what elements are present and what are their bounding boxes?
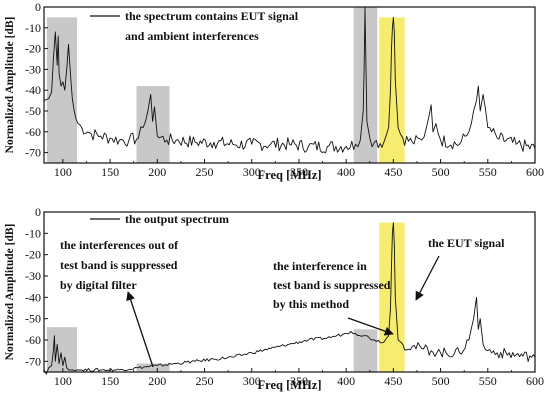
panel2-y-tick-label-4: -40	[25, 290, 41, 304]
panel1-series-line-1	[43, 6, 536, 154]
panel2-y-tick-label-1: -10	[25, 226, 41, 240]
panel2-y-tick-label-3: -30	[25, 269, 41, 283]
panel1-y-tick-label-5: -50	[25, 104, 41, 118]
panel2-arrow-in-band	[347, 317, 394, 336]
panel1-y-tick-label-4: -40	[25, 83, 41, 97]
panel1-x-tick-label-450: 450	[384, 165, 402, 179]
panel2-annotation-in-band-3: by this method	[273, 297, 349, 311]
panel2-x-tick-label-150: 150	[101, 374, 119, 388]
panel2-x-tick-label-600: 600	[526, 374, 544, 388]
panel2-x-tick-label-200: 200	[148, 374, 166, 388]
panel1-plot-frame	[43, 6, 536, 164]
panel1-x-tick-label-200: 200	[148, 165, 166, 179]
panel2-annotation-out-of-band-2: test band is suppressed	[60, 258, 178, 272]
panel2-annotation-in-band-2: test band is suppressed	[273, 278, 391, 292]
panel2-x-tick-label-450: 450	[384, 374, 402, 388]
panel1-y-tick-label-7: -70	[25, 146, 41, 160]
panel2-y-tick-label-5: -50	[25, 312, 41, 326]
panel1-y-tick-label-6: -60	[25, 125, 41, 139]
panel1-y-axis-label: Normalized Amplitude [dB]	[4, 17, 16, 154]
panel2-x-tick-label-300: 300	[243, 374, 261, 388]
panel1-x-axis-label: Freq [MHz]	[258, 168, 322, 182]
panel1-x-tick-label-100: 100	[54, 165, 72, 179]
panel1-band-3	[353, 7, 378, 163]
panel1-x-tick-label-500: 500	[432, 165, 450, 179]
panel1-x-tick-label-300: 300	[243, 165, 261, 179]
panel2-y-axis-label: Normalized Amplitude [dB]	[4, 224, 16, 361]
panel1-legend-line1: the spectrum contains EUT signal	[125, 9, 299, 23]
panel1-y-tick-label-3: -30	[25, 62, 41, 76]
panel2-annotation-out-of-band-1: the interferences out of	[60, 238, 179, 252]
panel1-x-tick-label-350: 350	[290, 165, 308, 179]
panel1-legend-line2: and ambient interferences	[125, 29, 259, 43]
panel2-annotation-in-band-1: the interference in	[273, 259, 367, 273]
panel1-y-tick-label-0: 0	[35, 0, 41, 14]
panel1-band-2	[136, 86, 170, 163]
panel2-x-tick-label-400: 400	[337, 374, 355, 388]
panel1-x-tick-label-400: 400	[337, 165, 355, 179]
panel1-y-tick-label-2: -20	[25, 42, 41, 56]
panel2-y-tick-label-2: -20	[25, 248, 41, 262]
panel1-x-tick-label-150: 150	[101, 165, 119, 179]
panel1-x-tick-label-600: 600	[526, 165, 544, 179]
panel2-arrow-eut	[415, 255, 440, 301]
panel2-series-line-1	[43, 222, 536, 375]
panel2-x-axis-label: Freq [MHz]	[258, 378, 322, 392]
panel2-x-tick-label-500: 500	[432, 374, 450, 388]
panel2-legend-line1: the output spectrum	[125, 212, 229, 226]
panel2-x-tick-label-550: 550	[479, 374, 497, 388]
panel1-y-tick-label-1: -10	[25, 21, 41, 35]
panel2-band-2	[136, 363, 170, 372]
panel2-x-tick-label-350: 350	[290, 374, 308, 388]
panel2-annotation-out-of-band-3: by digital filter	[60, 278, 137, 292]
panel2-annotation-eut: the EUT signal	[428, 236, 505, 250]
panel2-x-tick-label-100: 100	[54, 374, 72, 388]
panel1-x-tick-label-250: 250	[196, 165, 214, 179]
panel2-arrow-out-of-band	[126, 291, 154, 368]
panel2-plot-frame	[43, 211, 536, 373]
panel1-x-tick-label-550: 550	[479, 165, 497, 179]
panel2-y-tick-label-0: 0	[35, 205, 41, 219]
panel2-y-tick-label-7: -70	[25, 354, 41, 368]
panel2-x-tick-label-250: 250	[196, 374, 214, 388]
panel2-y-tick-label-6: -60	[25, 333, 41, 347]
